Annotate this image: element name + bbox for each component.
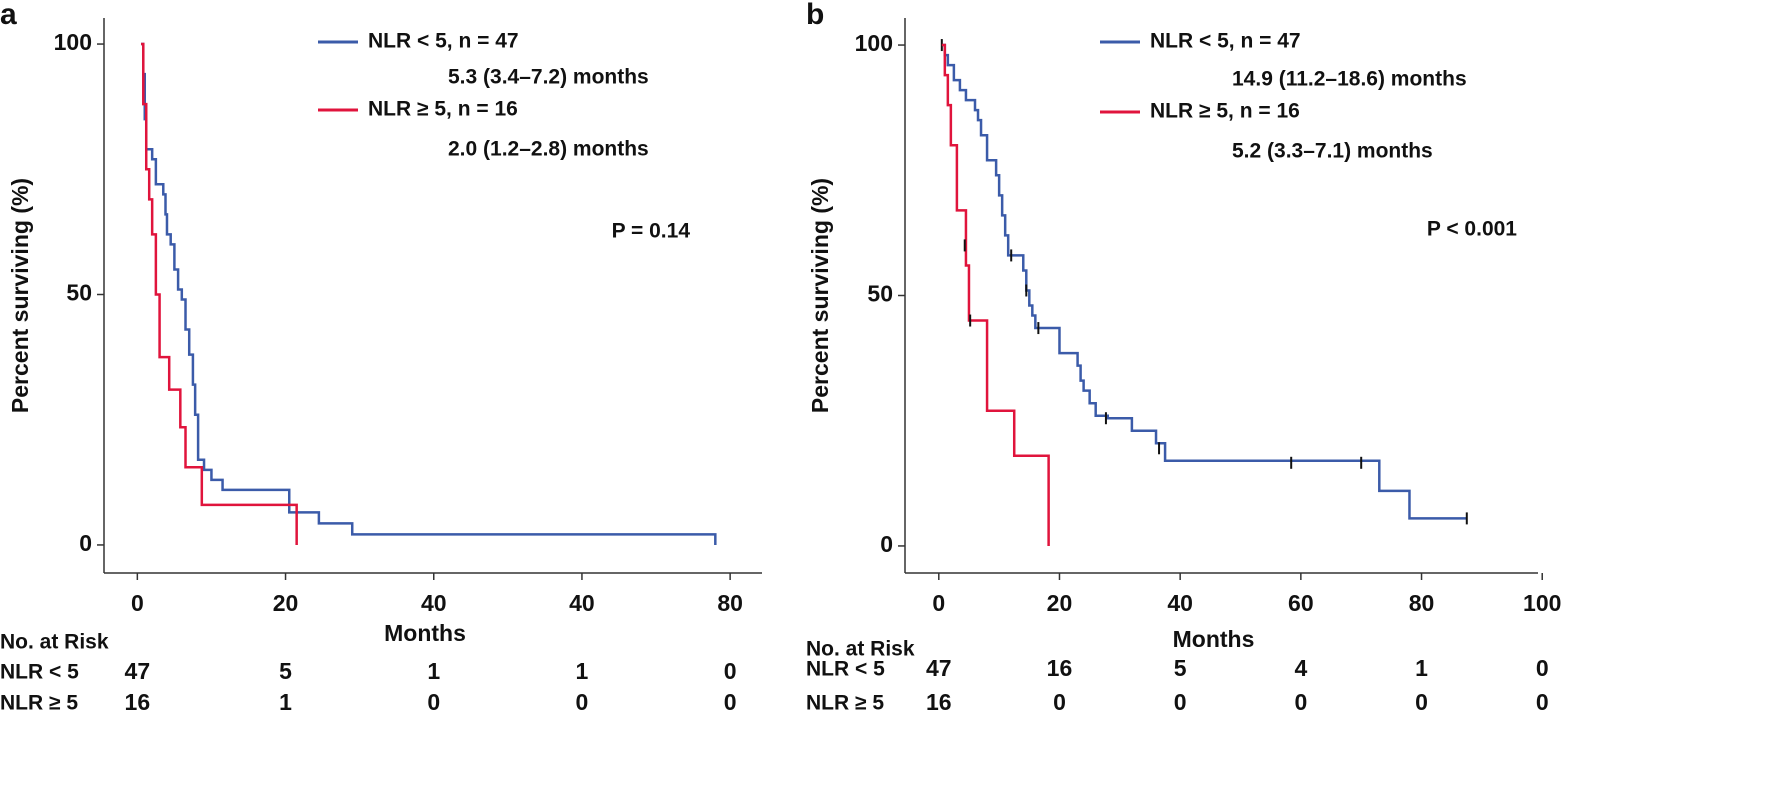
x-tick-label: 40 xyxy=(1167,590,1193,616)
risk-count: 5 xyxy=(279,658,292,684)
panel-label: a xyxy=(0,0,17,31)
risk-count: 1 xyxy=(1415,655,1428,681)
risk-row-label: NLR ≥ 5 xyxy=(0,692,78,715)
legend-label: NLR < 5, n = 47 xyxy=(1150,30,1301,53)
x-tick-label: 40 xyxy=(421,590,447,616)
panel-label: b xyxy=(806,0,824,31)
risk-count: 0 xyxy=(1536,689,1549,715)
risk-count: 0 xyxy=(1174,689,1187,715)
x-tick-label: 0 xyxy=(131,590,144,616)
risk-count: 1 xyxy=(576,658,589,684)
risk-count: 0 xyxy=(1536,655,1549,681)
y-tick-label: 0 xyxy=(79,530,92,556)
x-tick-label: 20 xyxy=(1047,590,1073,616)
survival-curve xyxy=(941,43,1050,546)
risk-table-title: No. at Risk xyxy=(0,631,109,654)
y-tick-label: 50 xyxy=(867,281,893,307)
x-tick-label: 100 xyxy=(1523,590,1561,616)
risk-count: 16 xyxy=(926,689,952,715)
risk-count: 4 xyxy=(1294,655,1307,681)
median-survival: 14.9 (11.2–18.6) months xyxy=(1232,68,1467,91)
survival-curve xyxy=(141,42,298,545)
risk-count: 0 xyxy=(1294,689,1307,715)
p-value: P = 0.14 xyxy=(612,220,691,243)
median-survival: 5.3 (3.4–7.2) months xyxy=(448,66,649,89)
risk-count: 0 xyxy=(1053,689,1066,715)
risk-count: 16 xyxy=(1047,655,1073,681)
p-value: P < 0.001 xyxy=(1427,218,1517,241)
y-axis-label: Percent surviving (%) xyxy=(807,178,833,413)
y-axis-label: Percent surviving (%) xyxy=(7,178,33,413)
risk-row-label: NLR < 5 xyxy=(806,658,885,681)
x-tick-label: 20 xyxy=(273,590,299,616)
risk-count: 0 xyxy=(1415,689,1428,715)
x-tick-label: 0 xyxy=(932,590,945,616)
legend-label: NLR ≥ 5, n = 16 xyxy=(368,98,518,121)
risk-row-label: NLR ≥ 5 xyxy=(806,692,884,715)
y-tick-label: 50 xyxy=(66,280,92,306)
risk-count: 1 xyxy=(279,689,292,715)
median-survival: 5.2 (3.3–7.1) months xyxy=(1232,140,1433,163)
risk-row-label: NLR < 5 xyxy=(0,661,79,684)
legend-label: NLR ≥ 5, n = 16 xyxy=(1150,100,1300,123)
risk-count: 5 xyxy=(1174,655,1187,681)
legend-label: NLR < 5, n = 47 xyxy=(368,30,519,53)
x-tick-label: 60 xyxy=(1288,590,1314,616)
x-axis-label: Months xyxy=(384,620,466,646)
survival-curve xyxy=(941,43,1467,520)
risk-count: 47 xyxy=(926,655,952,681)
risk-count: 1 xyxy=(427,658,440,684)
y-tick-label: 100 xyxy=(855,30,893,56)
risk-count: 0 xyxy=(724,658,737,684)
x-tick-label: 80 xyxy=(1409,590,1435,616)
survival-curve xyxy=(141,42,717,545)
median-survival: 2.0 (1.2–2.8) months xyxy=(448,138,649,161)
x-axis-label: Months xyxy=(1173,626,1255,652)
y-tick-label: 100 xyxy=(54,29,92,55)
risk-count: 0 xyxy=(576,689,589,715)
risk-count: 47 xyxy=(125,658,151,684)
y-tick-label: 0 xyxy=(880,531,893,557)
risk-count: 0 xyxy=(724,689,737,715)
x-tick-label: 80 xyxy=(717,590,743,616)
risk-table-title: No. at Risk xyxy=(806,638,915,661)
x-tick-label: 40 xyxy=(569,590,595,616)
risk-count: 16 xyxy=(125,689,151,715)
risk-count: 0 xyxy=(427,689,440,715)
